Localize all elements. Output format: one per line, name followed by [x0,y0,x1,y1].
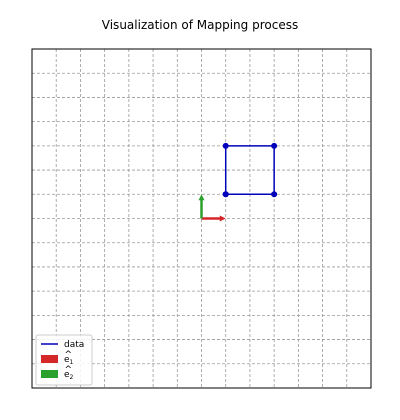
plot-frame [31,48,372,389]
basis-vectors [198,194,226,222]
data-series [222,142,278,198]
data-point [222,142,229,149]
legend-label-e1: e1 [64,355,74,366]
legend-swatch-e1 [41,355,58,363]
chart-title: Visualization of Mapping process [101,18,299,32]
data-point [271,142,278,149]
legend-hat: ^ [65,350,73,360]
legend-hat: ^ [65,365,73,375]
data-point [222,191,229,198]
legend-swatch-e2 [41,370,58,378]
legend-label-e2: e2 [64,370,74,381]
data-point [271,191,278,198]
legend-label-data: data [64,340,84,350]
